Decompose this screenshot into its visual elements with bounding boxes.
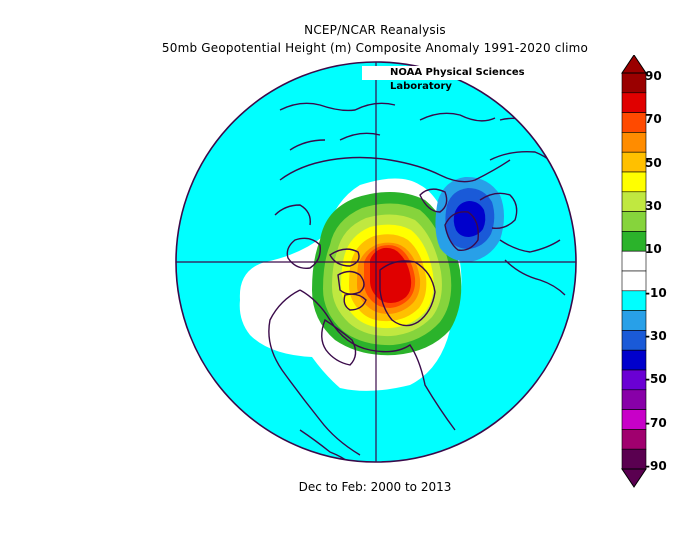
- credit-label: NOAA Physical Sciences Laboratory: [362, 66, 574, 92]
- colorbar: [621, 55, 647, 488]
- colorbar-cell: [621, 151, 647, 173]
- colorbar-cell: [621, 72, 647, 94]
- colorbar-cell: [621, 191, 647, 212]
- colorbar-label-m70: -70: [645, 416, 667, 430]
- map-subtitle: 50mb Geopotential Height (m) Composite A…: [161, 41, 589, 55]
- colorbar-cell: [621, 310, 647, 331]
- colorbar-cell: [621, 112, 647, 133]
- colorbar-label-70: 70: [645, 112, 662, 126]
- colorbar-label-m90: -90: [645, 459, 667, 473]
- colorbar-label-30: 30: [645, 199, 662, 213]
- colorbar-cell: [621, 211, 647, 232]
- colorbar-label-90: 90: [645, 69, 662, 83]
- colorbar-cell: [621, 448, 647, 470]
- colorbar-label-10: 10: [645, 242, 662, 256]
- colorbar-cell: [621, 270, 647, 292]
- colorbar-cell: [621, 92, 647, 113]
- colorbar-cell: [621, 429, 647, 450]
- colorbar-cell: [621, 409, 647, 430]
- colorbar-cell: [621, 171, 647, 193]
- colorbar-cell: [621, 250, 647, 272]
- colorbar-label-m50: -50: [645, 372, 667, 386]
- colorbar-cell: [621, 369, 647, 391]
- colorbar-cell: [621, 231, 647, 252]
- colorbar-label-50: 50: [645, 156, 662, 170]
- colorbar-label-m30: -30: [645, 329, 667, 343]
- colorbar-cell: [621, 290, 647, 311]
- colorbar-bottom-arrow: [621, 468, 647, 488]
- colorbar-label-m10: -10: [645, 286, 667, 300]
- date-range: Dec to Feb: 2000 to 2013: [298, 480, 452, 494]
- map-border: [175, 61, 577, 463]
- colorbar-top-arrow: [621, 55, 647, 74]
- colorbar-cell: [621, 330, 647, 351]
- map-title: NCEP/NCAR Reanalysis: [304, 23, 446, 37]
- colorbar-cell: [621, 349, 647, 371]
- colorbar-cell: [621, 132, 647, 153]
- negative-anomaly-core: [453, 201, 486, 237]
- colorbar-cell: [621, 389, 647, 410]
